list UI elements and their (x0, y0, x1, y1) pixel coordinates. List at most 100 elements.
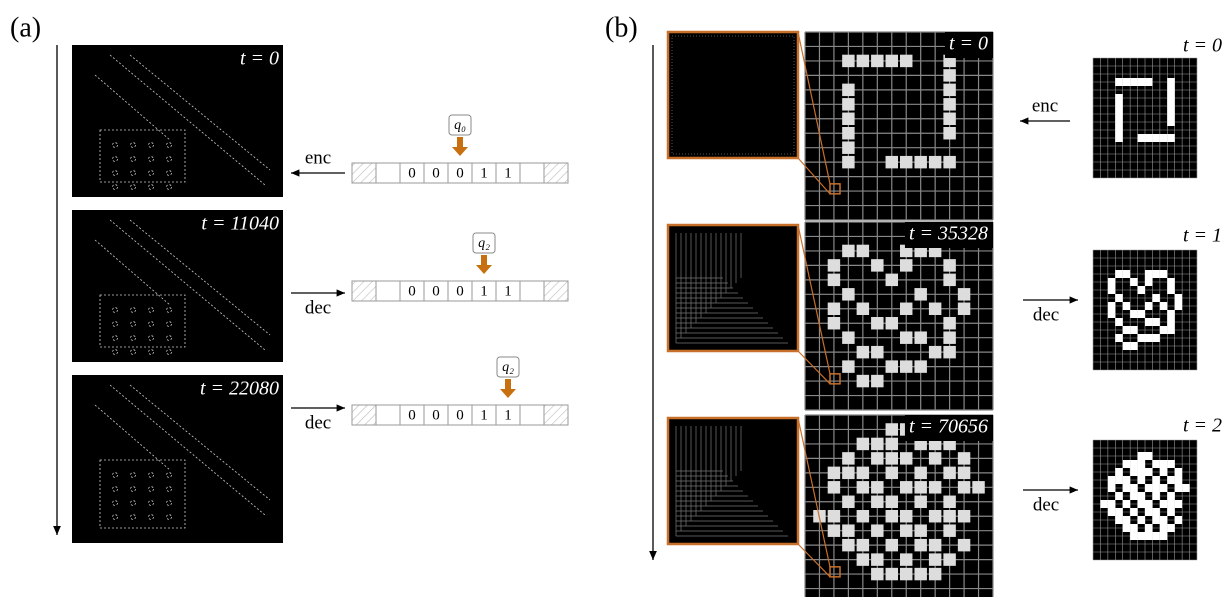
live-cell (886, 496, 898, 508)
small-live-cell (1130, 278, 1137, 286)
live-cell (943, 84, 955, 96)
tape-symbol: 0 (456, 283, 464, 299)
tape-symbol: 0 (408, 283, 416, 299)
tape-symbol: 1 (480, 283, 488, 299)
live-cell (871, 375, 883, 387)
grid-time-label: t = 0 (1183, 35, 1222, 57)
live-cell (857, 346, 869, 358)
tape-symbol: 1 (480, 165, 488, 181)
arrow-label: enc (305, 147, 331, 168)
small-live-cell (1138, 460, 1145, 468)
live-cell (929, 452, 941, 464)
small-live-cell (1130, 492, 1137, 500)
small-live-cell (1115, 110, 1122, 118)
live-cell (929, 346, 941, 358)
small-live-cell (1100, 500, 1107, 508)
live-cell (842, 331, 854, 343)
live-cell (886, 360, 898, 372)
small-live-cell (1145, 318, 1152, 326)
live-cell (842, 496, 854, 508)
small-live-cell (1108, 302, 1115, 310)
tape-symbol: 0 (432, 165, 440, 181)
live-cell (886, 539, 898, 551)
live-cell (886, 452, 898, 464)
tape-symbol: 1 (504, 283, 512, 299)
lattice (805, 415, 993, 597)
lattice (805, 32, 993, 220)
live-cell (886, 438, 898, 450)
small-live-cell (1108, 476, 1115, 484)
small-live-cell (1115, 318, 1122, 326)
small-live-cell (1115, 78, 1122, 86)
live-cell (900, 510, 912, 522)
live-cell (842, 55, 854, 67)
small-live-cell (1145, 78, 1152, 86)
live-cell (900, 553, 912, 565)
small-live-cell (1167, 102, 1174, 110)
live-cell (842, 141, 854, 153)
live-cell (943, 510, 955, 522)
live-cell (842, 360, 854, 372)
live-cell (842, 524, 854, 536)
live-cell (857, 553, 869, 565)
live-cell (857, 375, 869, 387)
live-cell (900, 303, 912, 315)
arrow-label: dec (305, 297, 331, 318)
tape-end (544, 163, 568, 183)
live-cell (828, 510, 840, 522)
live-cell (929, 156, 941, 168)
small-live-cell (1152, 334, 1159, 342)
live-cell (929, 568, 941, 580)
small-live-cell (1160, 302, 1167, 310)
small-live-cell (1152, 484, 1159, 492)
live-cell (943, 127, 955, 139)
live-cell (958, 481, 970, 493)
live-cell (828, 274, 840, 286)
small-live-cell (1160, 326, 1167, 334)
small-live-cell (1145, 134, 1152, 142)
small-live-cell (1167, 134, 1174, 142)
small-live-cell (1115, 476, 1122, 484)
small-live-cell (1167, 86, 1174, 94)
small-live-cell (1123, 326, 1130, 334)
live-cell (842, 113, 854, 125)
live-cell (943, 98, 955, 110)
small-live-cell (1115, 94, 1122, 102)
small-live-cell (1138, 476, 1145, 484)
tape-end (544, 281, 568, 301)
live-cell (871, 55, 883, 67)
small-live-cell (1167, 508, 1174, 516)
live-cell (857, 539, 869, 551)
live-cell (842, 98, 854, 110)
head-arrow (500, 379, 516, 398)
live-cell (958, 510, 970, 522)
live-cell (842, 156, 854, 168)
small-live-cell (1175, 294, 1182, 302)
live-cell (886, 156, 898, 168)
live-cell (914, 568, 926, 580)
small-live-cell (1138, 516, 1145, 524)
small-live-cell (1130, 484, 1137, 492)
tape-end (352, 163, 376, 183)
small-live-cell (1108, 484, 1115, 492)
small-live-cell (1152, 318, 1159, 326)
small-live-cell (1145, 334, 1152, 342)
small-live-cell (1123, 524, 1130, 532)
small-live-cell (1145, 302, 1152, 310)
live-cell (842, 245, 854, 257)
small-live-cell (1167, 326, 1174, 334)
small-live-cell (1145, 484, 1152, 492)
live-cell (914, 496, 926, 508)
small-live-cell (1167, 278, 1174, 286)
small-live-cell (1160, 500, 1167, 508)
small-live-cell (1123, 460, 1130, 468)
live-cell (842, 452, 854, 464)
live-cell (943, 113, 955, 125)
small-live-cell (1167, 492, 1174, 500)
live-cell (914, 331, 926, 343)
small-live-cell (1123, 342, 1130, 350)
live-cell (871, 481, 883, 493)
small-live-cell (1108, 310, 1115, 318)
small-live-cell (1160, 468, 1167, 476)
live-cell (886, 274, 898, 286)
